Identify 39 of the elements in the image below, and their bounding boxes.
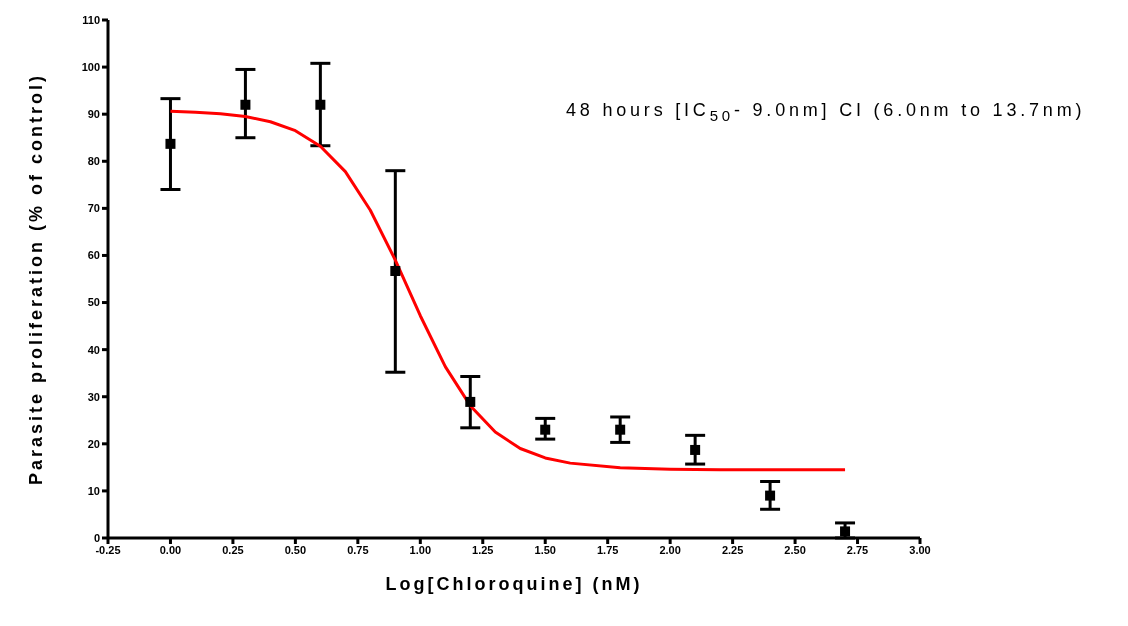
point	[615, 424, 626, 435]
point	[315, 99, 326, 110]
point	[540, 424, 551, 435]
x-tick-label: -0.25	[95, 543, 121, 556]
x-tick-label: 0.75	[347, 543, 369, 556]
point	[765, 490, 776, 501]
x-tick-label: 0.25	[222, 543, 244, 556]
y-tick-label: 110	[82, 13, 100, 26]
x-tick-label: 2.75	[846, 543, 869, 556]
x-axis-title: Log[Chloroquine] (nM)	[385, 574, 643, 594]
point	[240, 99, 251, 110]
y-tick-label: 60	[87, 249, 100, 262]
point	[390, 266, 401, 276]
y-tick-label: 90	[87, 108, 100, 121]
x-tick-label: 1.25	[472, 543, 494, 556]
point	[840, 526, 851, 537]
y-tick-label: 30	[87, 390, 100, 403]
x-tick-label: 2.25	[721, 543, 744, 556]
y-tick-label: 10	[87, 484, 100, 497]
y-tick-label: 100	[81, 61, 100, 73]
y-tick-label: 50	[87, 296, 100, 309]
x-tick-label: 1.00	[409, 543, 432, 556]
y-axis-title: Parasite proliferation (% of control)	[26, 72, 47, 486]
point	[465, 396, 476, 407]
y-tick-label: 20	[87, 437, 100, 450]
annotation: 48 hours [IC$_{50}$- 9.0nm] CI (6.0nm to 13.7nm)	[566, 100, 1086, 124]
point	[690, 444, 701, 455]
y-tick-label: 70	[87, 202, 100, 215]
y-tick-label: 40	[87, 343, 100, 356]
x-tick-label: 1.75	[596, 543, 619, 556]
x-tick-label: 0.00	[159, 543, 182, 556]
x-tick-label: 0.50	[284, 543, 307, 556]
x-tick-label: 1.50	[534, 543, 556, 556]
x-tick-label: 3.00	[909, 543, 931, 556]
x-tick-label: 2.50	[784, 543, 806, 556]
point	[165, 138, 176, 149]
y-tick-label: 0	[93, 531, 100, 544]
y-tick-label: 80	[87, 155, 100, 168]
x-tick-label: 2.00	[659, 543, 681, 556]
